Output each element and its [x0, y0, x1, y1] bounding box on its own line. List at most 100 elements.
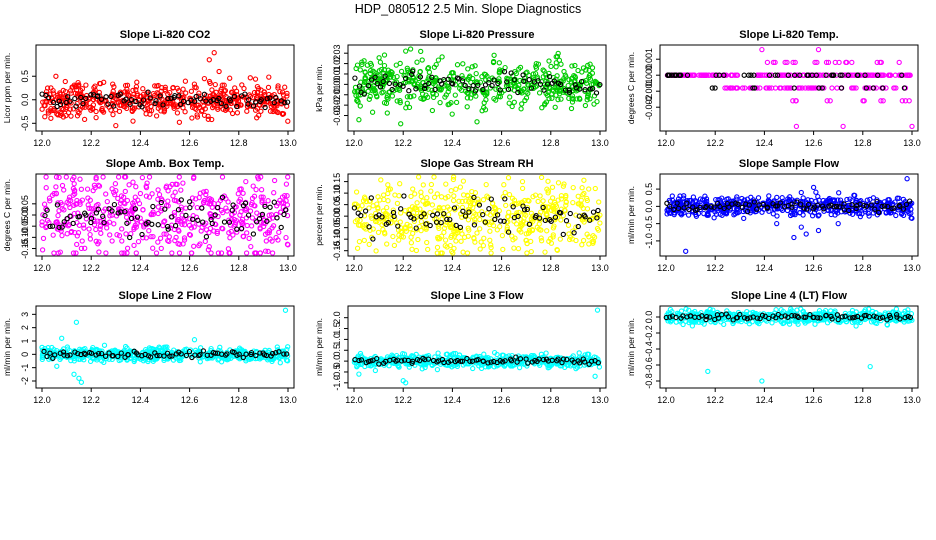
data-point — [515, 245, 522, 252]
x-tick-label: 12.0 — [33, 138, 51, 148]
data-point — [434, 244, 441, 251]
data-point — [589, 65, 596, 71]
data-points — [352, 46, 602, 127]
data-point — [99, 348, 105, 354]
data-point — [39, 219, 45, 225]
data-point — [800, 212, 806, 218]
data-point — [237, 186, 243, 192]
data-point — [75, 350, 81, 357]
data-point — [78, 94, 84, 101]
data-point — [381, 67, 388, 73]
data-point — [477, 246, 483, 252]
data-point — [446, 206, 453, 212]
data-point — [893, 85, 899, 91]
data-point — [131, 358, 137, 365]
data-point — [374, 80, 380, 87]
data-point — [669, 193, 675, 199]
data-point — [523, 237, 530, 244]
data-point — [596, 199, 602, 205]
data-point — [269, 238, 275, 244]
data-point — [375, 194, 381, 200]
data-point — [526, 227, 533, 233]
data-point — [453, 222, 459, 229]
data-point — [380, 208, 387, 214]
data-point — [450, 176, 457, 183]
data-point — [690, 194, 697, 200]
data-point — [281, 351, 287, 357]
data-point — [413, 225, 419, 231]
data-point — [132, 215, 138, 221]
data-point — [275, 83, 281, 89]
data-point — [360, 223, 366, 229]
data-point — [480, 197, 487, 203]
data-point — [751, 85, 758, 91]
data-point — [187, 216, 193, 222]
chart-panel-4: Slope Amb. Box Temp.degrees C per min.12… — [2, 158, 297, 273]
data-point — [39, 106, 45, 112]
data-point — [808, 197, 814, 204]
data-point — [50, 90, 57, 96]
data-point — [53, 191, 59, 197]
data-point — [271, 199, 277, 205]
y-tick-label: 0.05 — [20, 195, 30, 213]
data-point — [252, 107, 259, 113]
data-point — [181, 217, 187, 223]
data-point — [177, 241, 183, 247]
data-point — [372, 74, 378, 80]
data-point — [597, 212, 603, 218]
data-point — [471, 235, 477, 241]
data-point — [804, 206, 810, 212]
data-point — [98, 96, 105, 102]
data-point — [594, 215, 600, 221]
data-point — [428, 181, 435, 188]
data-points — [664, 176, 915, 254]
data-point — [244, 222, 250, 229]
data-point — [353, 189, 360, 195]
data-point — [250, 103, 257, 109]
data-point — [542, 249, 548, 255]
data-point — [393, 62, 399, 68]
data-point — [582, 359, 588, 365]
data-point — [539, 105, 545, 111]
data-point — [358, 212, 364, 219]
data-point — [730, 85, 736, 91]
data-point — [836, 190, 842, 196]
data-points — [351, 174, 603, 256]
x-tick-label: 12.4 — [756, 395, 774, 405]
data-point — [864, 72, 870, 78]
data-point — [467, 358, 473, 364]
data-point — [148, 233, 154, 240]
y-tick-label: -2 — [20, 377, 30, 385]
data-point — [470, 365, 476, 372]
data-point — [703, 203, 709, 210]
data-point — [584, 231, 590, 237]
data-point — [528, 210, 535, 216]
plot-frame — [347, 44, 607, 132]
data-point — [896, 59, 902, 66]
data-point — [53, 184, 59, 190]
data-point — [868, 202, 874, 208]
data-point — [861, 98, 867, 104]
x-tick-label: 12.0 — [33, 263, 51, 273]
data-point — [121, 250, 127, 256]
data-point — [227, 250, 233, 256]
data-point — [359, 59, 365, 65]
data-point — [704, 198, 710, 205]
x-tick-label: 12.4 — [444, 263, 462, 273]
data-point — [454, 227, 460, 233]
data-point — [285, 242, 291, 248]
data-point — [444, 244, 450, 250]
x-tick-label: 12.2 — [706, 138, 724, 148]
data-point — [597, 81, 603, 88]
data-point — [409, 246, 415, 252]
data-point — [891, 205, 897, 211]
chart-title: Slope Line 4 (LT) Flow — [731, 290, 847, 302]
data-point — [835, 210, 841, 216]
data-point — [140, 235, 146, 241]
data-point — [544, 228, 550, 234]
data-point — [812, 59, 818, 66]
data-point — [111, 201, 118, 208]
data-point — [194, 114, 201, 120]
data-point — [823, 59, 830, 66]
data-point — [497, 223, 503, 230]
